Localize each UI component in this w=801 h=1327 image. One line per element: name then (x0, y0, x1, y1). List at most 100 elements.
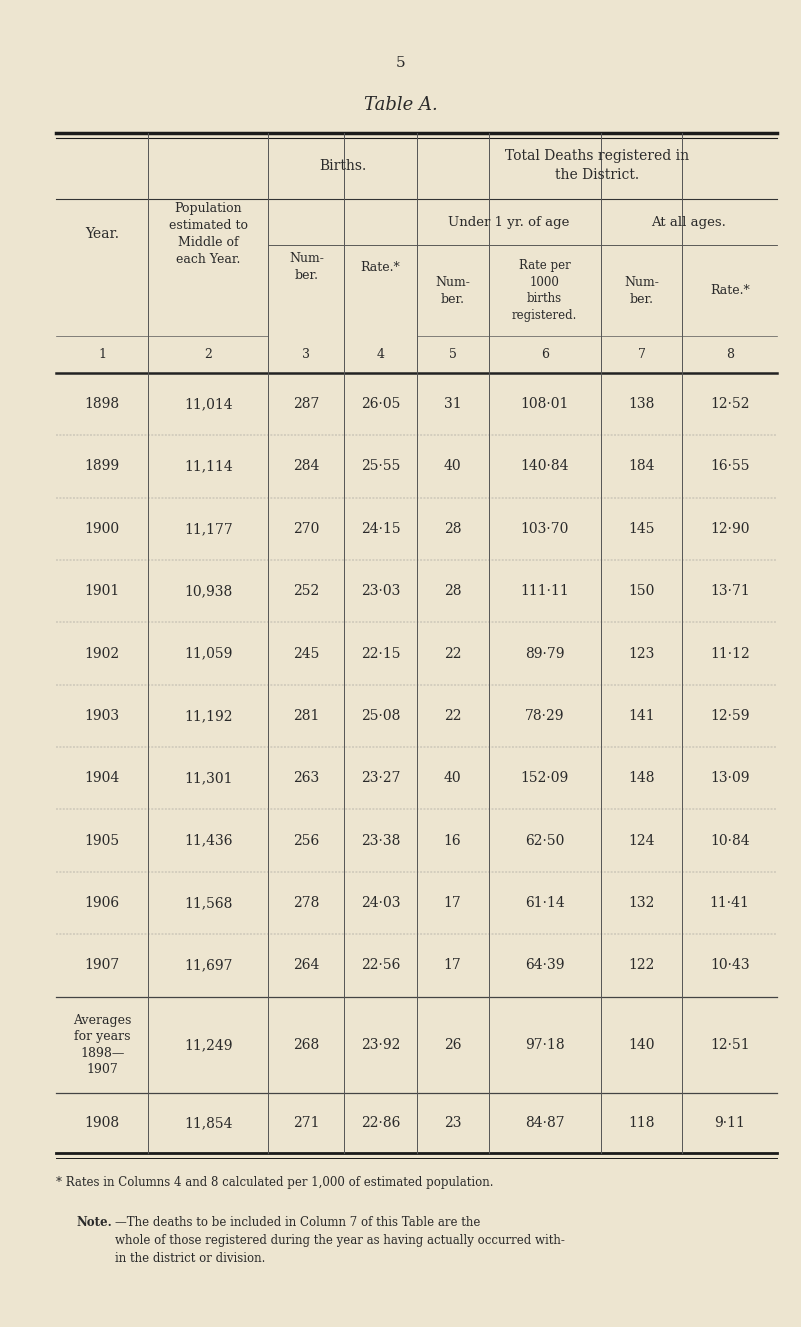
Text: 184: 184 (628, 459, 655, 474)
Text: 6: 6 (541, 348, 549, 361)
Text: 24·15: 24·15 (360, 522, 400, 536)
Text: 108·01: 108·01 (521, 397, 569, 411)
Text: 270: 270 (293, 522, 320, 536)
Text: 16: 16 (444, 833, 461, 848)
Text: 22: 22 (444, 646, 461, 661)
Text: 141: 141 (628, 709, 655, 723)
Text: 12·59: 12·59 (710, 709, 750, 723)
Text: 287: 287 (293, 397, 320, 411)
Text: 152·09: 152·09 (521, 771, 569, 786)
Text: 245: 245 (293, 646, 320, 661)
Text: 9·11: 9·11 (714, 1116, 745, 1131)
Text: 13·71: 13·71 (710, 584, 750, 598)
Text: 252: 252 (293, 584, 320, 598)
Text: 12·52: 12·52 (710, 397, 750, 411)
Text: 89·79: 89·79 (525, 646, 565, 661)
Text: 11·12: 11·12 (710, 646, 750, 661)
Text: 132: 132 (629, 896, 654, 910)
Text: Rate.*: Rate.* (710, 284, 750, 297)
Text: At all ages.: At all ages. (651, 216, 727, 228)
Text: 281: 281 (293, 709, 320, 723)
Text: 12·51: 12·51 (710, 1038, 750, 1052)
Text: 263: 263 (293, 771, 320, 786)
Text: 256: 256 (293, 833, 320, 848)
Text: 5: 5 (449, 348, 457, 361)
Text: Total Deaths registered in
the District.: Total Deaths registered in the District. (505, 150, 689, 182)
Text: 11,177: 11,177 (184, 522, 232, 536)
Text: 7: 7 (638, 348, 646, 361)
Text: 22·86: 22·86 (360, 1116, 400, 1131)
Text: 61·14: 61·14 (525, 896, 565, 910)
Text: Population
estimated to
Middle of
each Year.: Population estimated to Middle of each Y… (169, 202, 248, 267)
Text: 84·87: 84·87 (525, 1116, 565, 1131)
Text: 1901: 1901 (84, 584, 120, 598)
Text: 1905: 1905 (85, 833, 119, 848)
Text: 2: 2 (204, 348, 212, 361)
Text: 28: 28 (444, 584, 461, 598)
Text: Num-
ber.: Num- ber. (289, 252, 324, 283)
Text: 11,436: 11,436 (184, 833, 232, 848)
Text: 23·27: 23·27 (360, 771, 400, 786)
Text: 22·56: 22·56 (360, 958, 400, 973)
Text: 25·55: 25·55 (360, 459, 400, 474)
Text: 8: 8 (726, 348, 734, 361)
Text: Births.: Births. (319, 159, 366, 173)
Text: Num-
ber.: Num- ber. (624, 276, 659, 305)
Text: 23: 23 (444, 1116, 461, 1131)
Text: 138: 138 (629, 397, 654, 411)
Text: 17: 17 (444, 958, 461, 973)
Text: Averages
for years
1898—
1907: Averages for years 1898— 1907 (73, 1014, 131, 1076)
Text: 103·70: 103·70 (521, 522, 569, 536)
Text: Note.: Note. (76, 1216, 112, 1229)
Text: —The deaths to be included in Column 7 of this Table are the
whole of those regi: —The deaths to be included in Column 7 o… (115, 1216, 565, 1265)
Text: 268: 268 (293, 1038, 320, 1052)
Text: 78·29: 78·29 (525, 709, 565, 723)
Text: 25·08: 25·08 (360, 709, 400, 723)
Text: 23·92: 23·92 (360, 1038, 400, 1052)
Text: 1899: 1899 (85, 459, 119, 474)
Text: 148: 148 (628, 771, 655, 786)
Text: 16·55: 16·55 (710, 459, 750, 474)
Text: 40: 40 (444, 771, 461, 786)
Text: 23·38: 23·38 (360, 833, 400, 848)
Text: 1904: 1904 (84, 771, 120, 786)
Text: 271: 271 (293, 1116, 320, 1131)
Text: 284: 284 (293, 459, 320, 474)
Text: 17: 17 (444, 896, 461, 910)
Text: 31: 31 (444, 397, 461, 411)
Text: 11·41: 11·41 (710, 896, 750, 910)
Text: Rate per
1000
births
registered.: Rate per 1000 births registered. (512, 259, 578, 322)
Text: 111·11: 111·11 (521, 584, 569, 598)
Text: 3: 3 (303, 348, 310, 361)
Text: 10·84: 10·84 (710, 833, 750, 848)
Text: 10,938: 10,938 (184, 584, 232, 598)
Text: Rate.*: Rate.* (360, 261, 400, 273)
Text: 24·03: 24·03 (360, 896, 400, 910)
Text: 10·43: 10·43 (710, 958, 750, 973)
Text: 11,568: 11,568 (184, 896, 232, 910)
Text: Table A.: Table A. (364, 96, 437, 114)
Text: 11,059: 11,059 (184, 646, 232, 661)
Text: 22·15: 22·15 (360, 646, 400, 661)
Text: 278: 278 (293, 896, 320, 910)
Text: 40: 40 (444, 459, 461, 474)
Text: 124: 124 (628, 833, 655, 848)
Text: 264: 264 (293, 958, 320, 973)
Text: 140·84: 140·84 (521, 459, 569, 474)
Text: 26: 26 (444, 1038, 461, 1052)
Text: 26·05: 26·05 (360, 397, 400, 411)
Text: 23·03: 23·03 (360, 584, 400, 598)
Text: 11,854: 11,854 (184, 1116, 232, 1131)
Text: 97·18: 97·18 (525, 1038, 565, 1052)
Text: 11,192: 11,192 (184, 709, 232, 723)
Text: Year.: Year. (85, 227, 119, 242)
Text: 5: 5 (396, 56, 405, 70)
Text: Num-
ber.: Num- ber. (435, 276, 470, 305)
Text: 1: 1 (99, 348, 106, 361)
Text: 64·39: 64·39 (525, 958, 565, 973)
Text: 22: 22 (444, 709, 461, 723)
Text: 140: 140 (628, 1038, 655, 1052)
Text: 11,697: 11,697 (184, 958, 232, 973)
Text: 1908: 1908 (85, 1116, 119, 1131)
Text: 11,114: 11,114 (184, 459, 232, 474)
